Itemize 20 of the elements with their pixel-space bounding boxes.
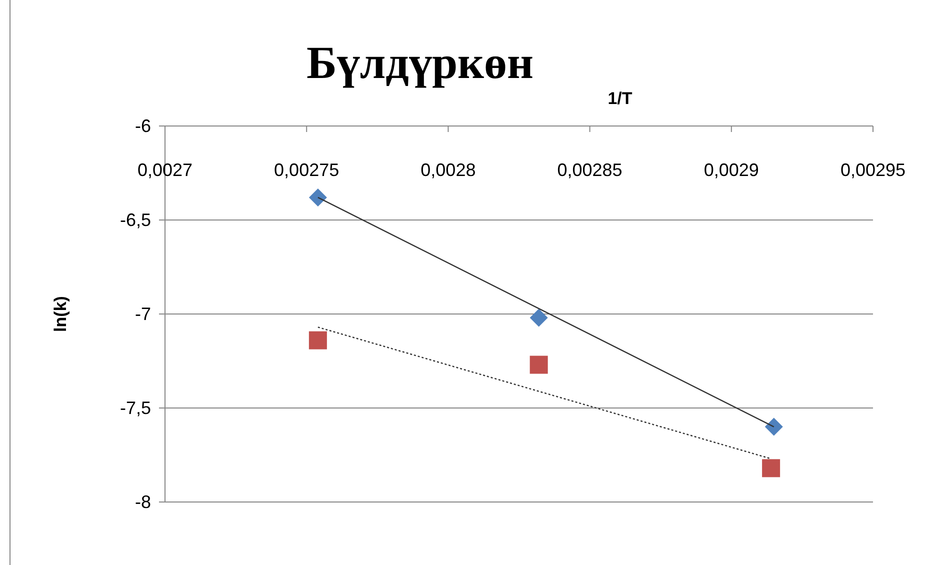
x-tick-label: 0,0027 [137, 160, 193, 180]
y-tick-label: -6,5 [120, 210, 151, 230]
x-tick-label: 0,0028 [420, 160, 476, 180]
y-tick-label: -6 [134, 116, 151, 136]
point [762, 459, 780, 478]
x-tick-label: 0,0029 [704, 160, 759, 180]
x-tick-label: 0,00295 [840, 160, 906, 180]
point [530, 356, 548, 374]
y-tick-label: -7 [134, 304, 151, 324]
y-tick-label: -7,5 [120, 398, 151, 418]
x-tick-label: 0,00275 [274, 160, 340, 180]
point [530, 308, 548, 327]
y-tick-label: -8 [134, 492, 151, 512]
point [764, 418, 783, 436]
x-tick-label: 0,00285 [557, 160, 622, 180]
x-axis-title: 1/T [608, 89, 633, 108]
y-axis-title: ln(k) [51, 296, 70, 332]
point [308, 188, 327, 206]
chart-title: Бүлдүркөн [306, 37, 534, 88]
point [308, 331, 327, 350]
